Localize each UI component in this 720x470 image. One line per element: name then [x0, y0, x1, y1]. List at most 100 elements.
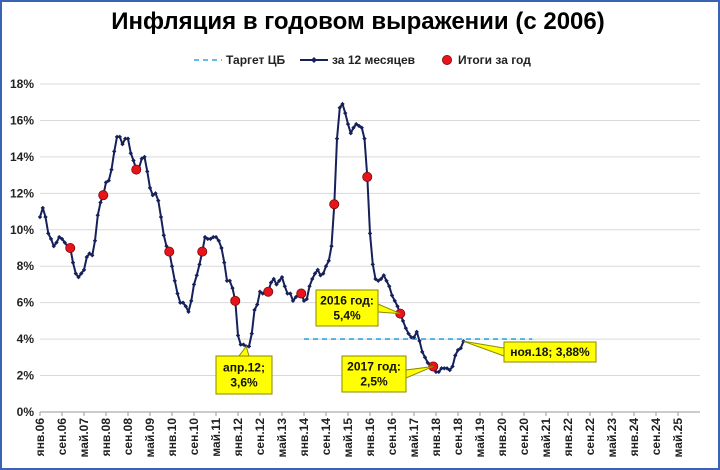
- x-tick-label: сен.18: [451, 418, 465, 456]
- series-12-month-point: [376, 278, 381, 283]
- series-12-month-point: [345, 121, 351, 127]
- callout-box: [215, 355, 273, 395]
- x-tick-label: сен.22: [583, 418, 597, 456]
- series-12-month-point: [381, 273, 386, 278]
- series-12-month-point: [249, 331, 254, 336]
- x-tick-label: май.19: [473, 418, 487, 458]
- series-12-month-point: [367, 231, 373, 236]
- series-12-month-point: [178, 300, 183, 305]
- series-12-month-point: [277, 278, 282, 283]
- callout-text: 2016 год:: [320, 294, 374, 308]
- series-12-month-point: [150, 192, 155, 198]
- series-12-month-point: [76, 274, 81, 280]
- series-12-month-point: [139, 156, 144, 161]
- y-tick-label: 10%: [10, 223, 34, 237]
- callout-text: апр.12;: [223, 361, 265, 375]
- x-axis-ticks: янв.06 сен.06 май.07 янв.08 сен.08 май.09 янв.…: [33, 412, 685, 457]
- series-12-month-point: [323, 264, 329, 269]
- series-12-month-point: [117, 134, 122, 140]
- series-12-month-point: [354, 121, 359, 127]
- x-tick-label: янв.14: [297, 418, 311, 457]
- series-12-month-point: [87, 251, 92, 256]
- chart-title: Инфляция в годовом выражении (с 2006): [111, 8, 605, 35]
- legend-label-annual: Итоги за год: [458, 53, 531, 67]
- y-tick-label: 0%: [17, 405, 35, 419]
- x-tick-label: сен.10: [187, 418, 201, 456]
- series-12-month-point: [106, 178, 111, 183]
- series-12-month-point: [59, 236, 65, 242]
- series-12-month-point: [307, 284, 312, 289]
- series-12-month-point: [70, 260, 76, 265]
- series-12-month-point: [202, 234, 208, 240]
- series-12-month-point: [293, 295, 298, 300]
- series-12-month-point: [455, 347, 461, 353]
- series-12-month-point: [103, 180, 109, 185]
- callout-text: ноя.18; 3,88%: [510, 345, 590, 359]
- series-12-month-point: [213, 234, 219, 240]
- series-12-month-point: [395, 304, 400, 309]
- series-12-month-point: [114, 134, 120, 140]
- series-12-month-point: [436, 369, 441, 375]
- series-12-month-point: [145, 169, 150, 174]
- series-12-month-point: [442, 366, 447, 371]
- series-12-month-point: [186, 309, 191, 314]
- annual-result-point: [65, 242, 76, 253]
- series-12-month-point: [95, 213, 100, 218]
- series-12-month-point: [326, 258, 331, 263]
- series-12-month-point: [425, 360, 430, 365]
- series-12-month-point: [348, 131, 353, 136]
- series-12-month-point: [40, 205, 45, 211]
- series-12-month-point: [54, 240, 59, 245]
- series-12-month-point: [274, 282, 279, 287]
- x-tick-label: янв.12: [231, 418, 245, 457]
- y-tick-label: 4%: [17, 332, 35, 346]
- series-12-month-point: [92, 238, 98, 243]
- series-12-month-point: [128, 151, 133, 156]
- series-12-month-point: [255, 302, 260, 307]
- series-12-month-point: [340, 101, 345, 107]
- y-tick-label: 6%: [17, 296, 35, 310]
- x-tick-label: сен.14: [319, 418, 333, 456]
- x-tick-label: сен.06: [55, 418, 69, 456]
- y-axis-ticks: 0% 2% 4% 6% 8% 10% 12% 14% 16% 18%: [10, 77, 34, 419]
- x-tick-label: янв.22: [561, 418, 575, 457]
- series-12-month-point: [211, 234, 216, 240]
- series-12-month-point: [147, 185, 153, 191]
- series-12-month-point: [62, 240, 67, 245]
- x-tick-label: янв.24: [627, 418, 641, 457]
- annual-result-point: [296, 288, 307, 299]
- series-12-month-point: [315, 267, 320, 273]
- series-12-month-point: [219, 245, 224, 251]
- series-12-month-point: [409, 335, 414, 340]
- x-tick-label: янв.06: [33, 418, 47, 457]
- series-12-month-point: [125, 136, 131, 141]
- series-12-month-point: [191, 282, 197, 287]
- annual-result-point: [362, 171, 373, 182]
- x-tick-label: янв.16: [363, 418, 377, 457]
- x-tick-label: янв.20: [495, 418, 509, 457]
- series-12-month-point: [158, 214, 164, 220]
- series-12-month-point: [57, 234, 62, 240]
- legend-swatch-annual: [441, 55, 452, 66]
- series-12-month-point: [43, 214, 48, 220]
- series-12-month-point: [208, 236, 213, 242]
- callout-text: 2017 год:: [347, 360, 401, 374]
- legend-label-target: Таргет ЦБ: [226, 53, 286, 67]
- series-12-month-point: [359, 125, 364, 130]
- series-12-month-point: [81, 267, 87, 273]
- series-12-month-point: [420, 349, 425, 355]
- series-12-month-point: [172, 278, 177, 283]
- x-tick-label: сен.20: [517, 418, 531, 456]
- x-tick-label: янв.10: [165, 418, 179, 457]
- x-tick-label: май.23: [605, 418, 619, 458]
- legend-item-12-month: за 12 месяцев: [300, 53, 415, 67]
- callout-text: 5,4%: [333, 309, 361, 323]
- x-tick-label: сен.16: [385, 418, 399, 456]
- series-12-month-point: [169, 264, 175, 269]
- series-12-month-point: [48, 236, 54, 242]
- series-12-month-point: [318, 273, 323, 278]
- x-tick-label: май.21: [539, 418, 553, 458]
- x-tick-label: янв.18: [429, 418, 443, 457]
- series-12-month-point: [411, 335, 417, 340]
